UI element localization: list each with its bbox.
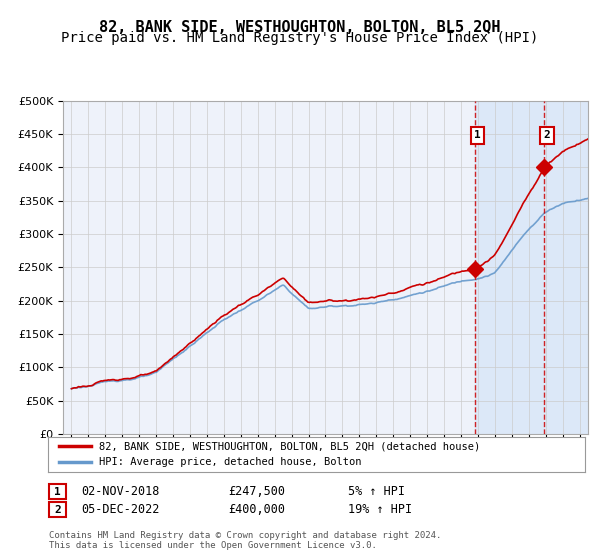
Text: Price paid vs. HM Land Registry's House Price Index (HPI): Price paid vs. HM Land Registry's House … (61, 31, 539, 45)
Text: 1: 1 (54, 487, 61, 497)
Text: £247,500: £247,500 (228, 485, 285, 498)
Text: 82, BANK SIDE, WESTHOUGHTON, BOLTON, BL5 2QH: 82, BANK SIDE, WESTHOUGHTON, BOLTON, BL5… (99, 20, 501, 35)
Text: 2: 2 (54, 505, 61, 515)
Text: Contains HM Land Registry data © Crown copyright and database right 2024.
This d: Contains HM Land Registry data © Crown c… (49, 531, 442, 550)
Bar (475, 101, 588, 434)
Text: 05-DEC-2022: 05-DEC-2022 (81, 503, 160, 516)
Text: 02-NOV-2018: 02-NOV-2018 (81, 485, 160, 498)
Text: 2: 2 (544, 130, 550, 141)
Text: 19% ↑ HPI: 19% ↑ HPI (348, 503, 412, 516)
Text: HPI: Average price, detached house, Bolton: HPI: Average price, detached house, Bolt… (99, 457, 362, 467)
Text: 1: 1 (474, 130, 481, 141)
Bar (544, 101, 588, 434)
Text: 5% ↑ HPI: 5% ↑ HPI (348, 485, 405, 498)
Text: 82, BANK SIDE, WESTHOUGHTON, BOLTON, BL5 2QH (detached house): 82, BANK SIDE, WESTHOUGHTON, BOLTON, BL5… (99, 441, 480, 451)
Text: £400,000: £400,000 (228, 503, 285, 516)
